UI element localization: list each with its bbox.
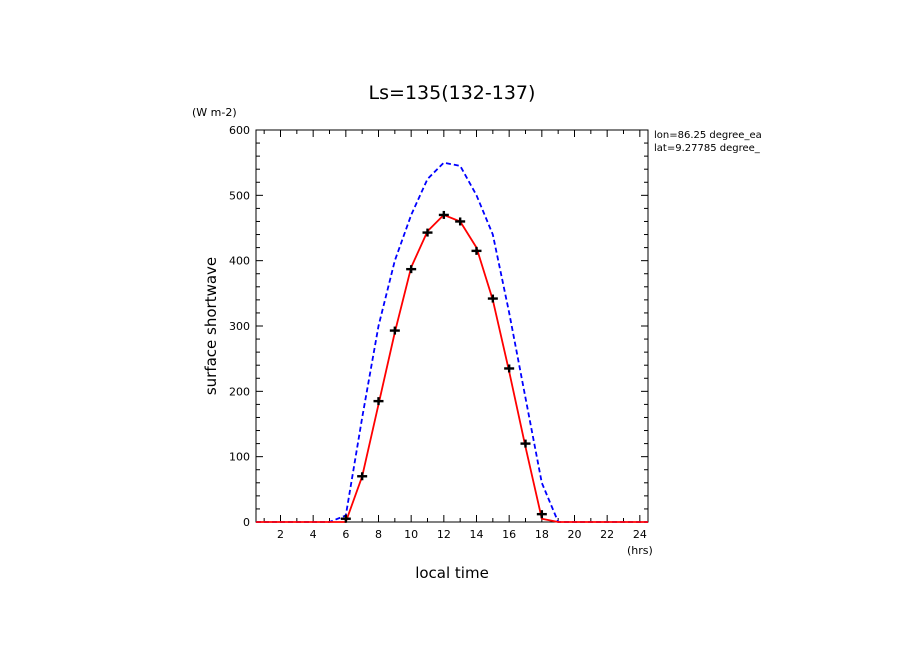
- observation-point: [438, 210, 449, 219]
- observation-point: [389, 326, 400, 335]
- x-tick-label: 20: [568, 528, 582, 541]
- annotation-lon: lon=86.25 degree_ea: [654, 130, 762, 141]
- x-tick-label: 6: [342, 528, 349, 541]
- y-tick-label: 0: [243, 516, 250, 529]
- chart-title: Ls=135(132-137): [369, 82, 536, 104]
- annotation-lat: lat=9.27785 degree_: [654, 143, 761, 154]
- x-tick-label: 2: [277, 528, 284, 541]
- x-tick-label: 14: [470, 528, 484, 541]
- y-tick-label: 600: [229, 124, 250, 137]
- observation-point: [373, 397, 384, 406]
- observation-point: [487, 294, 498, 303]
- observation-point: [536, 510, 547, 519]
- x-tick-label: 4: [310, 528, 317, 541]
- observation-point: [406, 265, 417, 274]
- y-axis-title: surface shortwave: [202, 257, 220, 395]
- observation-point: [340, 514, 351, 523]
- observation-point: [504, 364, 515, 373]
- y-tick-label: 200: [229, 385, 250, 398]
- observation-markers: [340, 210, 547, 523]
- x-tick-label: 16: [502, 528, 516, 541]
- series-line-2: [256, 213, 648, 523]
- x-tick-label: 12: [437, 528, 451, 541]
- y-tick-label: 100: [229, 451, 250, 464]
- observation-point: [422, 228, 433, 237]
- x-axis-title: local time: [415, 564, 489, 582]
- x-unit-label: (hrs): [627, 544, 653, 557]
- y-unit-label: (W m-2): [192, 106, 237, 119]
- x-tick-label: 8: [375, 528, 382, 541]
- x-tick-label: 18: [535, 528, 549, 541]
- x-tick-label: 24: [633, 528, 647, 541]
- x-tick-label: 22: [600, 528, 614, 541]
- x-tick-label: 10: [404, 528, 418, 541]
- plot-frame: [255, 129, 649, 523]
- y-tick-label: 500: [229, 189, 250, 202]
- observation-point: [357, 472, 368, 481]
- series-lines: [256, 161, 648, 523]
- series-line-1: [256, 161, 648, 523]
- observation-point: [455, 217, 466, 226]
- y-tick-label: 300: [229, 320, 250, 333]
- y-tick-label: 400: [229, 255, 250, 268]
- observation-point: [520, 439, 531, 448]
- observation-point: [471, 246, 482, 255]
- axes: [255, 129, 649, 523]
